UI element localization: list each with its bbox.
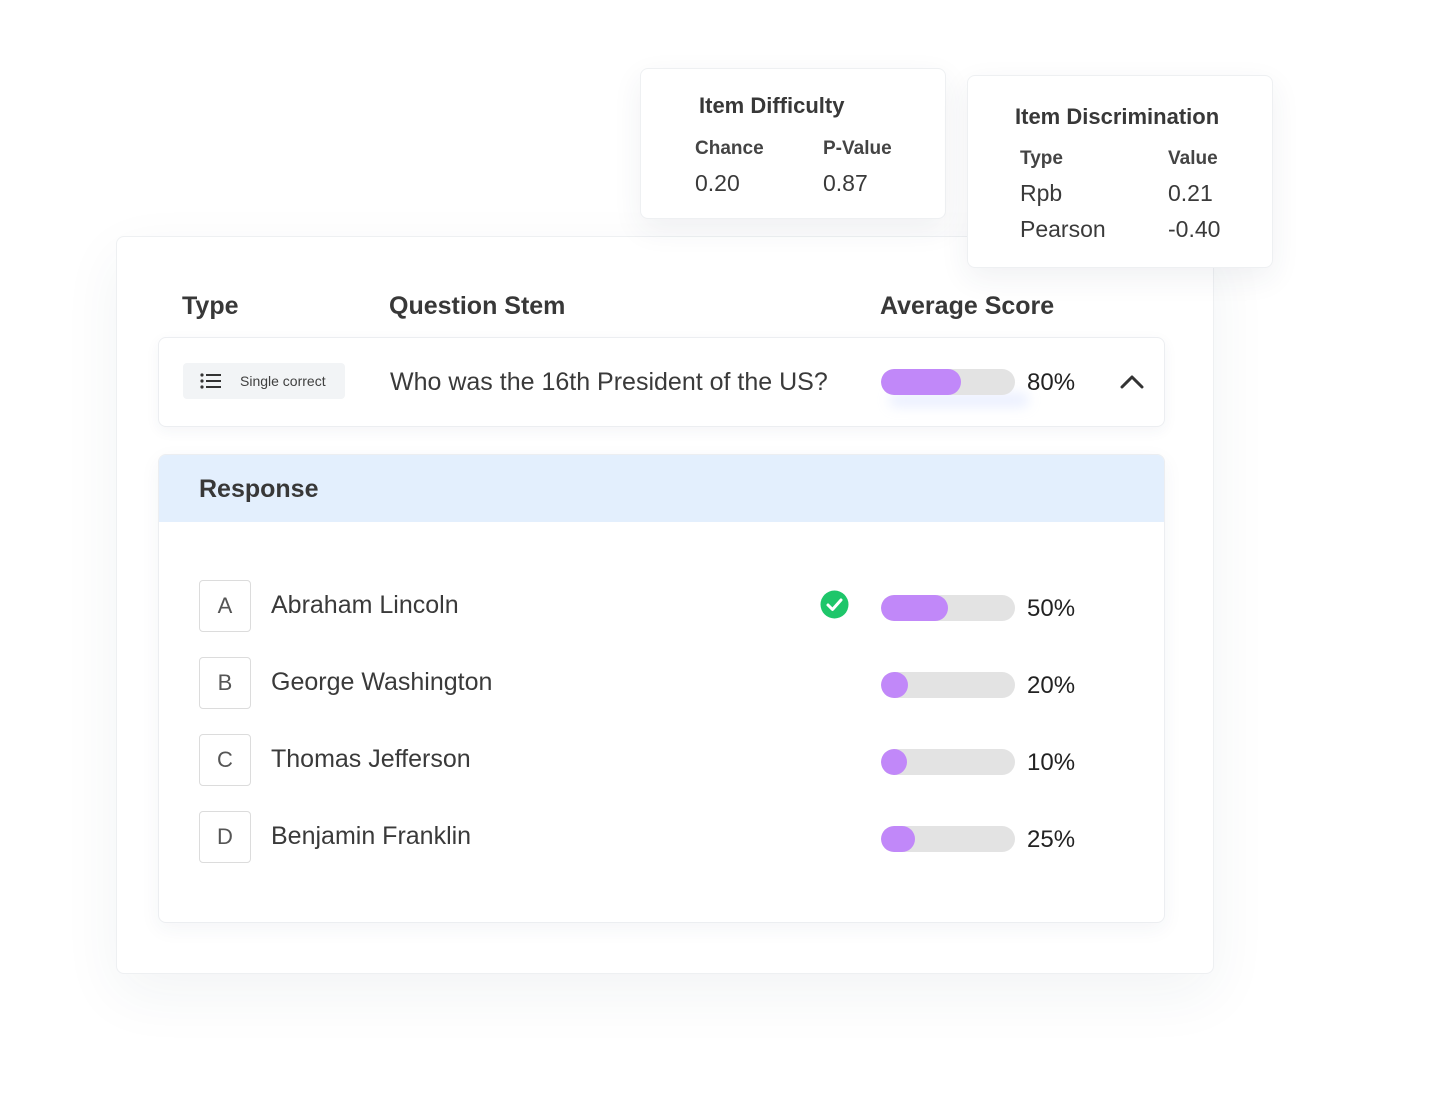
option-letter: D [199,811,251,863]
question-type-chip: Single correct [183,363,345,399]
p-value-value: 0.87 [823,170,868,196]
option-score-bar [881,595,1015,621]
average-score-bar-fill [881,369,961,395]
discrimination-type-header: Type [1020,148,1063,169]
option-text: Thomas Jefferson [271,745,471,773]
check-circle-icon [820,590,849,619]
type-column-header: Type [182,292,239,320]
option-score-bar [881,749,1015,775]
discrimination-type: Rpb [1020,180,1063,206]
discrimination-value: -0.40 [1168,216,1221,242]
option-text: Benjamin Franklin [271,822,472,850]
option-score-bar-fill [881,595,948,621]
option-score-bar-fill [881,672,908,698]
response-title: Response [199,475,319,503]
question-stem-column-header: Question Stem [389,292,566,320]
item-difficulty-card: Item Difficulty Chance P-Value 0.20 0.87 [640,68,946,219]
response-panel: Response A Abraham Lincoln 50% B George … [158,454,1165,923]
chance-value: 0.20 [695,170,740,196]
discrimination-value: 0.21 [1168,180,1213,206]
option-text: George Washington [271,668,493,696]
option-score-bar [881,672,1015,698]
option-score-label: 20% [1027,672,1076,699]
option-letter: C [199,734,251,786]
p-value-header: P-Value [823,138,892,159]
question-row[interactable]: Single correct Who was the 16th Presiden… [158,337,1165,427]
discrimination-type: Pearson [1020,216,1106,242]
option-score-label: 25% [1027,826,1076,853]
average-score-bar-glow [889,393,1029,407]
chevron-up-icon[interactable] [1119,372,1145,390]
option-score-bar [881,826,1015,852]
list-icon [200,373,221,389]
item-discrimination-title: Item Discrimination [1015,104,1220,129]
option-letter: A [199,580,251,632]
average-score-label: 80% [1027,369,1076,396]
option-text: Abraham Lincoln [271,591,459,619]
item-difficulty-title: Item Difficulty [699,93,845,118]
option-score-label: 10% [1027,749,1076,776]
option-letter: B [199,657,251,709]
option-score-bar-fill [881,749,907,775]
chance-header: Chance [695,138,764,159]
average-score-column-header: Average Score [880,292,1055,320]
question-stem: Who was the 16th President of the US? [390,368,828,396]
question-type-label: Single correct [240,373,326,389]
option-score-label: 50% [1027,595,1076,622]
average-score-bar [881,369,1015,395]
item-discrimination-card: Item Discrimination Type Value Rpb 0.21 … [967,75,1273,268]
option-score-bar-fill [881,826,915,852]
discrimination-value-header: Value [1168,148,1218,169]
response-header: Response [159,455,1164,522]
